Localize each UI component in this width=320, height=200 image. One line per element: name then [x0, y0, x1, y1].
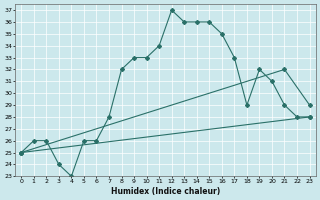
X-axis label: Humidex (Indice chaleur): Humidex (Indice chaleur): [111, 187, 220, 196]
